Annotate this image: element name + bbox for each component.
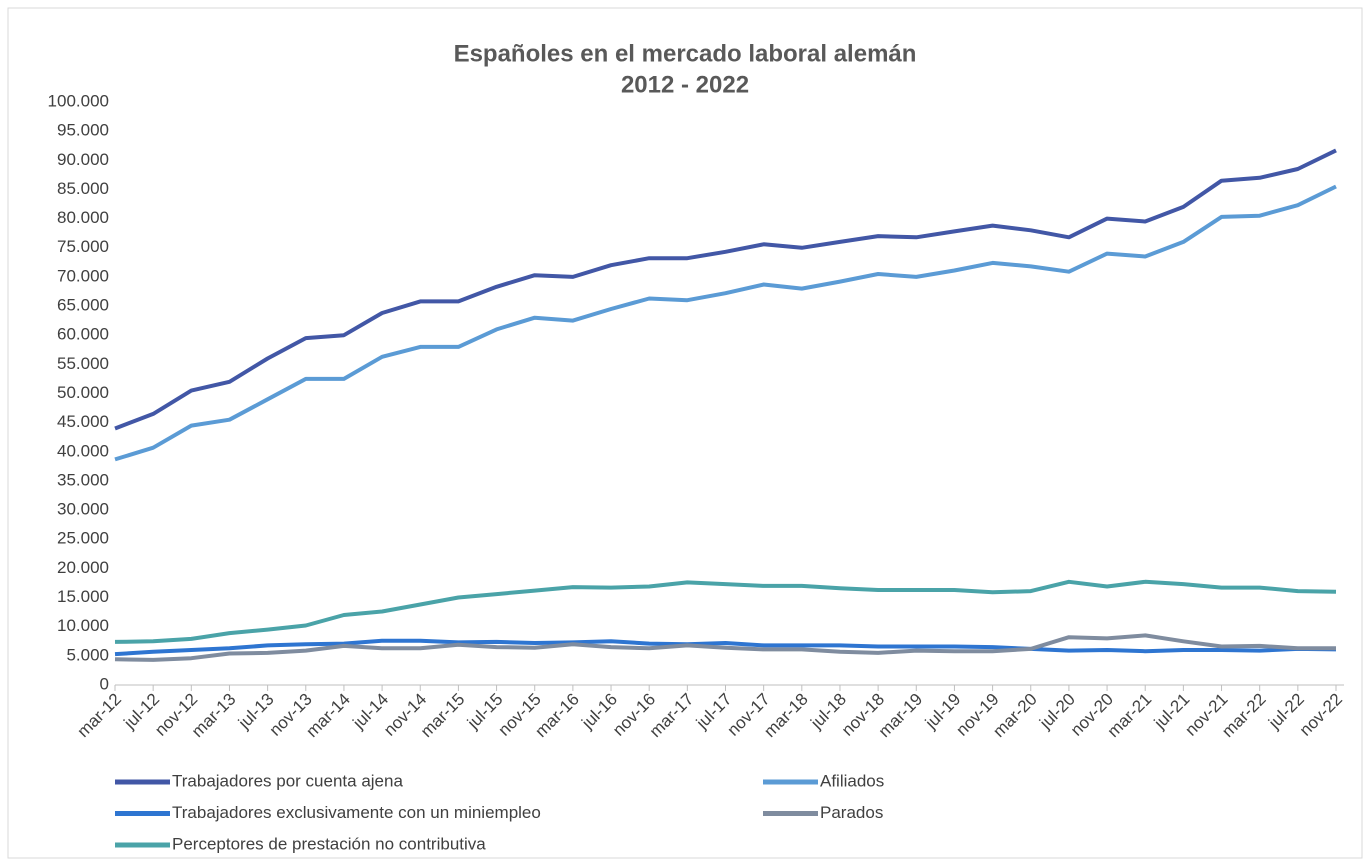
- series-line: [114, 184, 1337, 462]
- legend-label: Afiliados: [820, 771, 884, 790]
- y-tick-label: 35.000: [57, 470, 109, 489]
- series-line: [114, 148, 1337, 431]
- y-tick-label: 55.000: [57, 354, 109, 373]
- y-tick-label: 10.000: [57, 616, 109, 635]
- y-tick-label: 75.000: [57, 237, 109, 256]
- series-line: [114, 579, 1337, 644]
- chart-title: Españoles en el mercado laboral alemán: [454, 40, 917, 67]
- chart-frame: [7, 7, 1363, 859]
- y-tick-label: 100.000: [48, 91, 109, 110]
- y-tick-label: 95.000: [57, 121, 109, 140]
- legend-label: Trabajadores exclusivamente con un minie…: [172, 803, 541, 822]
- y-tick-label: 20.000: [57, 558, 109, 577]
- y-tick-label: 25.000: [57, 529, 109, 548]
- y-tick-label: 90.000: [57, 150, 109, 169]
- legend-label: Parados: [820, 803, 883, 822]
- y-tick-label: 50.000: [57, 383, 109, 402]
- y-tick-label: 30.000: [57, 500, 109, 519]
- y-tick-label: 40.000: [57, 441, 109, 460]
- y-tick-label: 5.000: [66, 645, 109, 664]
- series-line: [114, 638, 1337, 657]
- legend-label: Perceptores de prestación no contributiv…: [172, 834, 486, 853]
- y-tick-label: 70.000: [57, 266, 109, 285]
- y-tick-label: 85.000: [57, 179, 109, 198]
- y-tick-label: 80.000: [57, 208, 109, 227]
- y-tick-label: 0: [100, 674, 109, 693]
- y-tick-label: 15.000: [57, 587, 109, 606]
- y-tick-label: 60.000: [57, 325, 109, 344]
- legend-label: Trabajadores por cuenta ajena: [172, 771, 403, 790]
- series-line: [114, 633, 1336, 662]
- y-tick-label: 45.000: [57, 412, 109, 431]
- chart-subtitle: 2012 - 2022: [621, 71, 749, 98]
- y-tick-label: 65.000: [57, 296, 109, 315]
